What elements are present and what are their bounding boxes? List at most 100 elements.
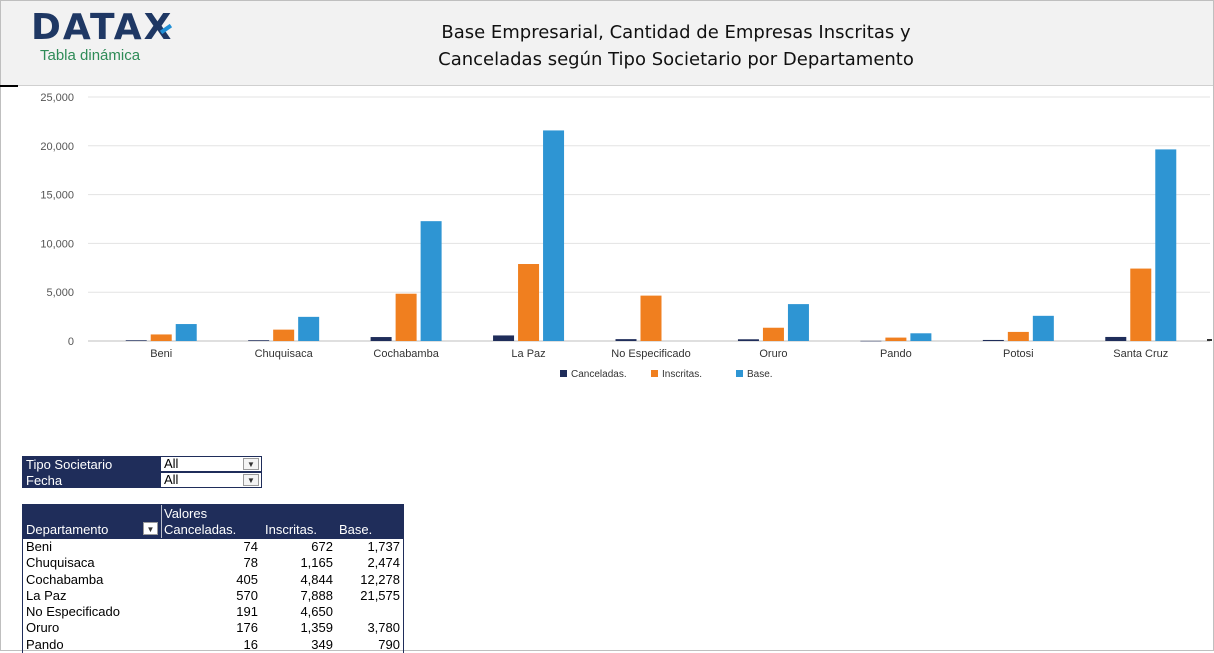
inscritas-cell: 349: [311, 636, 333, 652]
x-tick-label: La Paz: [511, 348, 545, 360]
bar-inscritas[interactable]: [1007, 331, 1029, 341]
inscritas-cell: 4,844: [300, 571, 333, 587]
table-row[interactable]: Pando 16 349 790: [23, 637, 403, 653]
bar-canceladas[interactable]: [125, 340, 147, 341]
canceladas-cell: 176: [236, 620, 258, 636]
department-cell: No Especificado: [26, 604, 120, 620]
x-tick-label: Potosi: [1003, 348, 1034, 360]
table-row[interactable]: Chuquisaca 78 1,165 2,474: [23, 555, 403, 571]
bar-canceladas[interactable]: [493, 335, 515, 341]
legend-swatch: [651, 370, 658, 377]
report-header: DATAX Tabla dinámica Base Empresarial, C…: [1, 1, 1213, 86]
y-tick-label: 20,000: [40, 141, 74, 153]
canceladas-cell: 191: [236, 604, 258, 620]
legend-swatch: [736, 370, 743, 377]
inscritas-cell: 7,888: [300, 587, 333, 603]
bar-canceladas[interactable]: [1105, 336, 1127, 341]
bar-canceladas[interactable]: [737, 339, 759, 341]
y-tick-label: 5,000: [46, 287, 74, 299]
bar-inscritas[interactable]: [1130, 268, 1152, 341]
slicer-label: Fecha: [22, 472, 160, 488]
bar-base[interactable]: [910, 333, 932, 341]
datax-logo: DATAX: [31, 7, 174, 48]
y-tick-label: 25,000: [40, 92, 74, 104]
report-subtitle: Tabla dinámica: [40, 47, 141, 64]
bar-inscritas[interactable]: [885, 337, 907, 341]
department-cell: Chuquisaca: [26, 555, 95, 571]
legend-label: Inscritas.: [662, 369, 702, 380]
canceladas-cell: 405: [236, 571, 258, 587]
department-cell: Beni: [26, 539, 53, 554]
bar-base[interactable]: [787, 304, 809, 341]
bar-base[interactable]: [1032, 315, 1054, 341]
x-tick-label: No Especificado: [611, 348, 691, 360]
bar-base[interactable]: [420, 221, 442, 341]
base-cell: 3,780: [367, 620, 400, 636]
bar-base[interactable]: [543, 130, 565, 341]
bar-inscritas[interactable]: [273, 329, 295, 341]
department-bar-chart[interactable]: 0 5,000 10,000 15,000 20,000 25,000 Beni Chuqui…: [0, 86, 1214, 396]
dropdown-arrow-icon[interactable]: ▼: [243, 458, 259, 470]
base-cell: 21,575: [360, 587, 400, 603]
x-tick-label: Pando: [880, 348, 912, 360]
bar-canceladas[interactable]: [370, 337, 392, 341]
x-tick-label: Santa Cruz: [1113, 348, 1168, 360]
slicer-value-text: All: [164, 472, 179, 487]
report-title: Base Empresarial, Cantidad de Empresas I…: [301, 19, 1051, 73]
table-row[interactable]: No Especificado 191 4,650: [23, 604, 403, 620]
legend-swatch: [560, 370, 567, 377]
pivot-header: Valores Departamento ▼ Canceladas. Inscr…: [22, 504, 404, 539]
bar-inscritas[interactable]: [150, 334, 172, 341]
base-cell: 1,737: [367, 539, 400, 554]
table-row[interactable]: Cochabamba 405 4,844 12,278: [23, 572, 403, 588]
bar-canceladas[interactable]: [860, 340, 882, 342]
slicer-fecha[interactable]: Fecha All ▼: [22, 472, 262, 488]
pivot-body: Beni 74 672 1,737 Chuquisaca 78 1,165 2,474 Coch…: [22, 539, 404, 653]
pivot-table: Valores Departamento ▼ Canceladas. Inscr…: [22, 504, 404, 653]
bar-canceladas[interactable]: [248, 340, 270, 341]
bar-base[interactable]: [298, 316, 320, 341]
slicer-label: Tipo Societario: [22, 456, 160, 472]
base-cell: 2,474: [367, 555, 400, 571]
x-tick-label: Oruro: [759, 348, 787, 360]
canceladas-cell: 16: [243, 636, 258, 652]
department-cell: Oruro: [26, 620, 60, 636]
base-cell: 790: [378, 636, 400, 652]
report-title-line-1: Base Empresarial, Cantidad de Empresas I…: [441, 22, 911, 43]
pivot-column-canceladas[interactable]: Canceladas.: [164, 522, 237, 537]
bar-canceladas[interactable]: [982, 339, 1004, 341]
department-cell: La Paz: [26, 587, 67, 603]
y-tick-label: 0: [68, 336, 74, 348]
x-tick-label: Beni: [150, 348, 172, 360]
slicer-value[interactable]: All ▼: [160, 472, 262, 488]
table-row[interactable]: Oruro 176 1,359 3,780: [23, 620, 403, 636]
header-corner-mark: [0, 85, 18, 87]
report-title-line-2: Canceladas según Tipo Societario por Dep…: [438, 49, 914, 70]
pivot-valores-label: Valores: [164, 506, 208, 521]
pivot-column-base[interactable]: Base.: [339, 522, 373, 537]
x-tick-label: Cochabamba: [373, 348, 439, 360]
inscritas-cell: 672: [311, 539, 333, 554]
canceladas-cell: 570: [236, 587, 258, 603]
bar-inscritas[interactable]: [762, 327, 784, 341]
inscritas-cell: 4,650: [300, 604, 333, 620]
pivot-column-inscritas[interactable]: Inscritas.: [265, 522, 318, 537]
table-row[interactable]: Beni 74 672 1,737: [23, 539, 403, 555]
legend-label: Base.: [747, 369, 773, 380]
filter-dropdown-icon[interactable]: ▼: [143, 522, 158, 535]
slicer-tipo-societario[interactable]: Tipo Societario All ▼: [22, 456, 262, 472]
slicer-value[interactable]: All ▼: [160, 456, 262, 472]
bar-base[interactable]: [1155, 149, 1177, 341]
x-tick-label: Chuquisaca: [255, 348, 314, 360]
bar-inscritas[interactable]: [395, 293, 417, 341]
bar-inscritas[interactable]: [640, 295, 662, 341]
bar-canceladas[interactable]: [615, 339, 637, 341]
y-tick-label: 10,000: [40, 238, 74, 250]
inscritas-cell: 1,165: [300, 555, 333, 571]
bar-base[interactable]: [175, 324, 197, 341]
dropdown-arrow-icon[interactable]: ▼: [243, 474, 259, 486]
table-row[interactable]: La Paz 570 7,888 21,575: [23, 588, 403, 604]
canceladas-cell: 78: [243, 555, 258, 571]
bar-inscritas[interactable]: [518, 264, 540, 341]
inscritas-cell: 1,359: [300, 620, 333, 636]
